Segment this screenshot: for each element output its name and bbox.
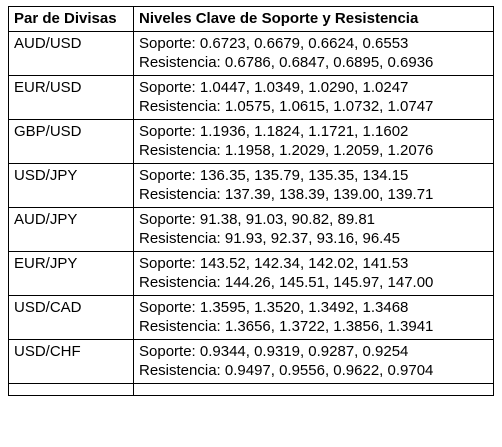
- levels-cell: Soporte: 143.52, 142.34, 142.02, 141.53 …: [133, 251, 494, 296]
- table-row: USD/JPY Soporte: 136.35, 135.79, 135.35,…: [8, 163, 494, 208]
- table-row: EUR/JPY Soporte: 143.52, 142.34, 142.02,…: [8, 251, 494, 296]
- table-tail-row: [8, 383, 494, 396]
- support-levels: Soporte: 0.9344, 0.9319, 0.9287, 0.9254: [139, 343, 409, 360]
- levels-cell: Soporte: 136.35, 135.79, 135.35, 134.15 …: [133, 163, 494, 208]
- table-row: AUD/USD Soporte: 0.6723, 0.6679, 0.6624,…: [8, 31, 494, 76]
- levels-cell: Soporte: 0.9344, 0.9319, 0.9287, 0.9254 …: [133, 339, 494, 384]
- levels-cell: Soporte: 1.0447, 1.0349, 1.0290, 1.0247 …: [133, 75, 494, 120]
- levels-cell: Soporte: 0.6723, 0.6679, 0.6624, 0.6553 …: [133, 31, 494, 76]
- pair-cell: EUR/JPY: [8, 251, 134, 296]
- resistance-levels: Resistencia: 1.1958, 1.2029, 1.2059, 1.2…: [139, 142, 434, 159]
- support-levels: Soporte: 91.38, 91.03, 90.82, 89.81: [139, 211, 376, 228]
- resistance-levels: Resistencia: 0.6786, 0.6847, 0.6895, 0.6…: [139, 54, 434, 71]
- table-row: USD/CHF Soporte: 0.9344, 0.9319, 0.9287,…: [8, 339, 494, 384]
- resistance-levels: Resistencia: 144.26, 145.51, 145.97, 147…: [139, 274, 434, 291]
- table-row: AUD/JPY Soporte: 91.38, 91.03, 90.82, 89…: [8, 207, 494, 252]
- levels-cell: Soporte: 1.1936, 1.1824, 1.1721, 1.1602 …: [133, 119, 494, 164]
- support-levels: Soporte: 136.35, 135.79, 135.35, 134.15: [139, 167, 409, 184]
- pair-cell: EUR/USD: [8, 75, 134, 120]
- table-header-row: Par de Divisas Niveles Clave de Soporte …: [8, 6, 494, 32]
- pair-cell: GBP/USD: [8, 119, 134, 164]
- resistance-levels: Resistencia: 0.9497, 0.9556, 0.9622, 0.9…: [139, 362, 434, 379]
- tail-cell: [133, 383, 494, 396]
- pair-cell: AUD/USD: [8, 31, 134, 76]
- resistance-levels: Resistencia: 91.93, 92.37, 93.16, 96.45: [139, 230, 401, 247]
- resistance-levels: Resistencia: 1.0575, 1.0615, 1.0732, 1.0…: [139, 98, 434, 115]
- resistance-levels: Resistencia: 137.39, 138.39, 139.00, 139…: [139, 186, 434, 203]
- support-levels: Soporte: 1.1936, 1.1824, 1.1721, 1.1602: [139, 123, 409, 140]
- resistance-levels: Resistencia: 1.3656, 1.3722, 1.3856, 1.3…: [139, 318, 434, 335]
- header-levels: Niveles Clave de Soporte y Resistencia: [133, 6, 494, 32]
- support-resistance-table: Par de Divisas Niveles Clave de Soporte …: [8, 6, 494, 396]
- table-row: EUR/USD Soporte: 1.0447, 1.0349, 1.0290,…: [8, 75, 494, 120]
- support-levels: Soporte: 143.52, 142.34, 142.02, 141.53: [139, 255, 409, 272]
- pair-cell: AUD/JPY: [8, 207, 134, 252]
- levels-cell: Soporte: 91.38, 91.03, 90.82, 89.81 Resi…: [133, 207, 494, 252]
- table-row: USD/CAD Soporte: 1.3595, 1.3520, 1.3492,…: [8, 295, 494, 340]
- pair-cell: USD/CHF: [8, 339, 134, 384]
- support-levels: Soporte: 1.3595, 1.3520, 1.3492, 1.3468: [139, 299, 409, 316]
- pair-cell: USD/CAD: [8, 295, 134, 340]
- tail-cell: [8, 383, 134, 396]
- table-row: GBP/USD Soporte: 1.1936, 1.1824, 1.1721,…: [8, 119, 494, 164]
- support-levels: Soporte: 0.6723, 0.6679, 0.6624, 0.6553: [139, 35, 409, 52]
- support-levels: Soporte: 1.0447, 1.0349, 1.0290, 1.0247: [139, 79, 409, 96]
- header-pair: Par de Divisas: [8, 6, 134, 32]
- pair-cell: USD/JPY: [8, 163, 134, 208]
- levels-cell: Soporte: 1.3595, 1.3520, 1.3492, 1.3468 …: [133, 295, 494, 340]
